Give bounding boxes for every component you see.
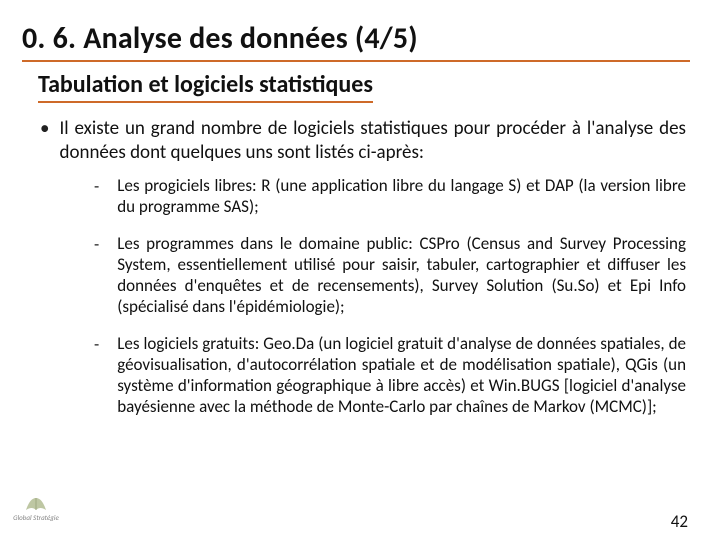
- bullet-text: Il existe un grand nombre de logiciels s…: [59, 117, 686, 165]
- sub-bullet: - Les programmes dans le domaine public:…: [94, 233, 686, 317]
- main-bullet: • Il existe un grand nombre de logiciels…: [40, 117, 686, 165]
- sub-bullet: - Les progiciels libres: R (une applicat…: [94, 175, 686, 217]
- slide-subtitle: Tabulation et logiciels statistiques: [38, 70, 373, 103]
- logo-text: Global Stratégie: [10, 514, 62, 522]
- sub-bullet-marker: -: [94, 333, 99, 417]
- sub-bullet-marker: -: [94, 175, 99, 217]
- sub-bullet-text: Les logiciels gratuits: Geo.Da (un logic…: [117, 333, 686, 417]
- sub-bullet-marker: -: [94, 233, 99, 317]
- bullet-marker: •: [40, 117, 49, 165]
- leaf-icon: [24, 496, 48, 512]
- sub-bullet: - Les logiciels gratuits: Geo.Da (un log…: [94, 333, 686, 417]
- sub-bullet-text: Les programmes dans le domaine public: C…: [117, 233, 686, 317]
- slide: 0. 6. Analyse des données (4/5) Tabulati…: [0, 0, 720, 540]
- sub-bullet-text: Les progiciels libres: R (une applicatio…: [117, 175, 686, 217]
- page-number: 42: [671, 511, 688, 532]
- slide-title: 0. 6. Analyse des données (4/5): [22, 20, 690, 62]
- footer-logo: Global Stratégie: [10, 496, 62, 532]
